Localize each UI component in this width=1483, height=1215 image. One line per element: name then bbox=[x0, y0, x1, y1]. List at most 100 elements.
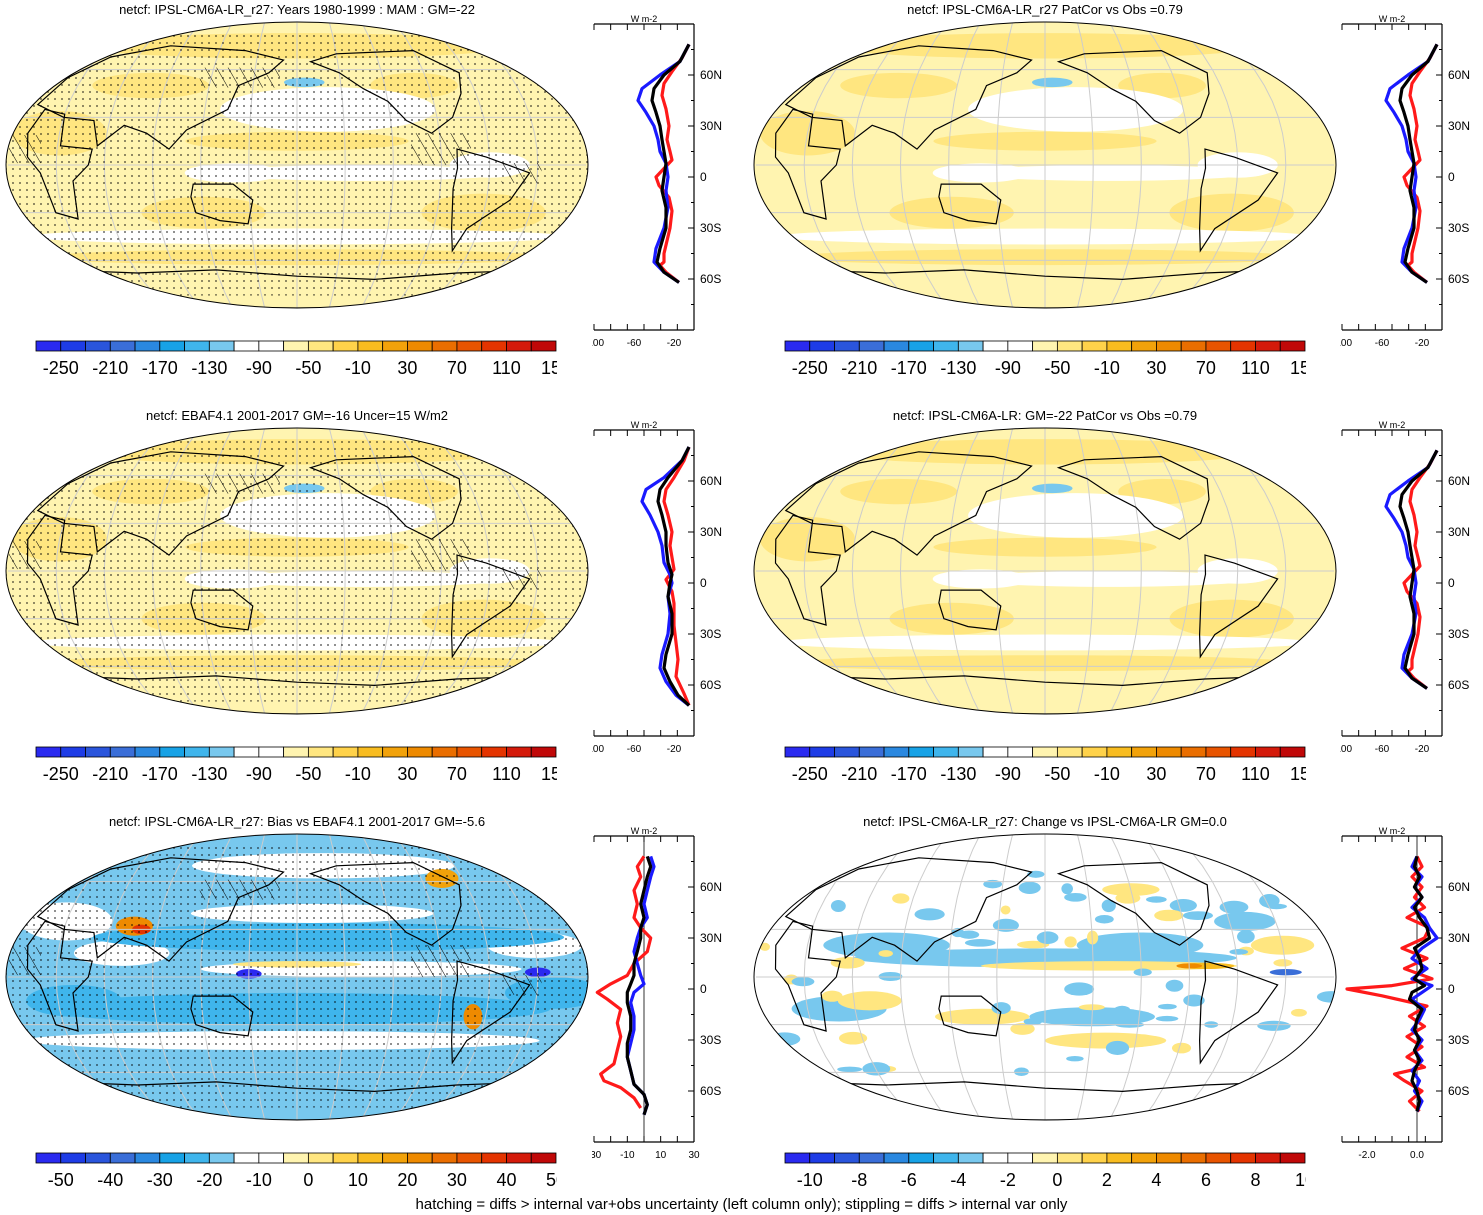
colorbar-tick-label: 6 bbox=[1201, 1170, 1211, 1190]
colorbar-tick-label: -40 bbox=[97, 1170, 123, 1190]
colorbar-tick-label: -90 bbox=[995, 764, 1021, 784]
colorbar-swatch bbox=[1081, 1152, 1108, 1164]
coastlines bbox=[26, 451, 542, 714]
colorbar-swatch bbox=[957, 746, 984, 758]
panel-title: netcf: IPSL-CM6A-LR_r27: Bias vs EBAF4.1… bbox=[108, 814, 486, 829]
unit-label: W m-2 bbox=[631, 14, 658, 24]
colorbar-tick-label: -210 bbox=[92, 358, 128, 378]
series-line-red bbox=[595, 855, 653, 1109]
colorbar: -250 -210 -170 -130 -90 -50 -10 30 70 110 150 bbox=[784, 340, 1306, 378]
x-tick-label: -60 bbox=[1375, 744, 1390, 755]
colorbar-swatch bbox=[60, 340, 86, 352]
colorbar-swatch bbox=[784, 340, 811, 352]
colorbar-tick-label: -130 bbox=[191, 764, 227, 784]
colorbar-swatch bbox=[431, 746, 458, 758]
colorbar-swatch bbox=[134, 340, 161, 352]
colorbar-tick-label: 110 bbox=[1241, 358, 1270, 378]
colorbar-swatch bbox=[883, 340, 910, 352]
colorbar-swatch bbox=[208, 340, 235, 352]
x-tick-label: -20 bbox=[1415, 744, 1430, 755]
colorbar-tick-label: -130 bbox=[940, 358, 976, 378]
colorbar-swatch bbox=[1230, 340, 1256, 352]
colorbar-swatch bbox=[1156, 1152, 1182, 1164]
colorbar-tick-label: -50 bbox=[295, 358, 321, 378]
unit-label: W m-2 bbox=[631, 826, 658, 836]
colorbar-tick-label: -250 bbox=[43, 358, 79, 378]
colorbar-tick-label: 110 bbox=[492, 358, 521, 378]
colorbar-swatch bbox=[1131, 746, 1157, 758]
colorbar-swatch bbox=[1056, 340, 1083, 352]
colorbar-swatch bbox=[1106, 746, 1133, 758]
colorbar-swatch bbox=[407, 340, 433, 352]
colorbar-swatch bbox=[159, 746, 185, 758]
coastlines bbox=[774, 451, 1290, 714]
coastlines bbox=[26, 45, 542, 308]
hatching-overlay bbox=[8, 67, 542, 183]
colorbar-swatch bbox=[1056, 1152, 1083, 1164]
map-field bbox=[754, 22, 1336, 308]
colorbar-swatch bbox=[506, 746, 532, 758]
stippling-overlay bbox=[6, 440, 588, 702]
series-line-black bbox=[650, 43, 691, 284]
colorbar-tick-label: -130 bbox=[191, 358, 227, 378]
colorbar-tick-label: -10 bbox=[246, 1170, 272, 1190]
series-line-black bbox=[656, 446, 691, 707]
y-tick-label: 30S bbox=[700, 627, 721, 641]
series-line-blue bbox=[640, 446, 691, 707]
colorbar-tick-label: 8 bbox=[1250, 1170, 1260, 1190]
x-tick-label: -20 bbox=[1415, 338, 1430, 349]
zonal-mean-plot: W m-2 -100 -60 -20 60N 30N 0 30S 60S bbox=[592, 420, 722, 755]
zonal-mean-plot: W m-2 -100 -60 -20 60N 30N 0 30S 60S bbox=[592, 14, 722, 349]
colorbar-swatch bbox=[834, 340, 860, 352]
y-tick-label: 60S bbox=[1448, 1084, 1469, 1098]
unit-label: W m-2 bbox=[1379, 420, 1406, 430]
map-field bbox=[6, 22, 588, 308]
x-tick-label: -100 bbox=[1340, 744, 1352, 755]
colorbar-swatch bbox=[1255, 340, 1281, 352]
colorbar-tick-label: -10 bbox=[1094, 764, 1120, 784]
colorbar-tick-label: 70 bbox=[1196, 358, 1216, 378]
colorbar: -250 -210 -170 -130 -90 -50 -10 30 70 110 150 bbox=[35, 746, 557, 784]
colorbar-swatch bbox=[456, 1152, 483, 1164]
colorbar-swatch bbox=[307, 746, 334, 758]
colorbar-swatch bbox=[1205, 746, 1232, 758]
colorbar-swatch bbox=[933, 746, 959, 758]
colorbar-tick-label: -250 bbox=[43, 764, 79, 784]
colorbar-tick-label: -50 bbox=[295, 764, 321, 784]
colorbar-swatch bbox=[1106, 1152, 1133, 1164]
colorbar-tick-label: 30 bbox=[397, 764, 417, 784]
zonal-mean-plot: W m-2 -100 -60 -20 60N 30N 0 30S 60S bbox=[1340, 420, 1470, 755]
colorbar-swatch bbox=[208, 746, 235, 758]
coastlines bbox=[26, 857, 542, 1120]
colorbar-tick-label: 40 bbox=[496, 1170, 516, 1190]
series-line-blue bbox=[636, 43, 691, 284]
colorbar-swatch bbox=[982, 746, 1009, 758]
colorbar-tick-label: 50 bbox=[546, 1170, 557, 1190]
series-line-blue bbox=[1384, 43, 1439, 284]
y-tick-label: 30S bbox=[1448, 221, 1469, 235]
colorbar-tick-label: 0 bbox=[303, 1170, 313, 1190]
colorbar-swatch bbox=[85, 746, 111, 758]
colorbar-swatch bbox=[382, 340, 408, 352]
colorbar-tick-label: 4 bbox=[1151, 1170, 1161, 1190]
series-line-red bbox=[662, 446, 691, 707]
colorbar-swatch bbox=[109, 340, 136, 352]
y-tick-label: 60S bbox=[700, 678, 721, 692]
map-field bbox=[754, 834, 1336, 1120]
y-tick-label: 0 bbox=[700, 982, 707, 996]
colorbar-swatch bbox=[1156, 340, 1182, 352]
colorbar-tick-label: -10 bbox=[345, 358, 371, 378]
y-tick-label: 30S bbox=[1448, 1033, 1469, 1047]
colorbar-tick-label: -170 bbox=[891, 764, 927, 784]
colorbar-swatch bbox=[809, 746, 835, 758]
x-tick-label: -60 bbox=[627, 744, 642, 755]
world-map bbox=[5, 833, 589, 1121]
stippling-overlay bbox=[6, 34, 588, 296]
series-line-red bbox=[1402, 449, 1439, 690]
colorbar-tick-label: -210 bbox=[841, 358, 877, 378]
colorbar: -50 -40 -30 -20 -10 0 10 20 30 40 50 bbox=[35, 1152, 557, 1190]
panel-title: netcf: IPSL-CM6A-LR_r27: Change vs IPSL-… bbox=[863, 814, 1227, 829]
colorbar-swatch bbox=[957, 1152, 984, 1164]
colorbar-swatch bbox=[357, 1152, 384, 1164]
colorbar-tick-label: -170 bbox=[142, 358, 178, 378]
